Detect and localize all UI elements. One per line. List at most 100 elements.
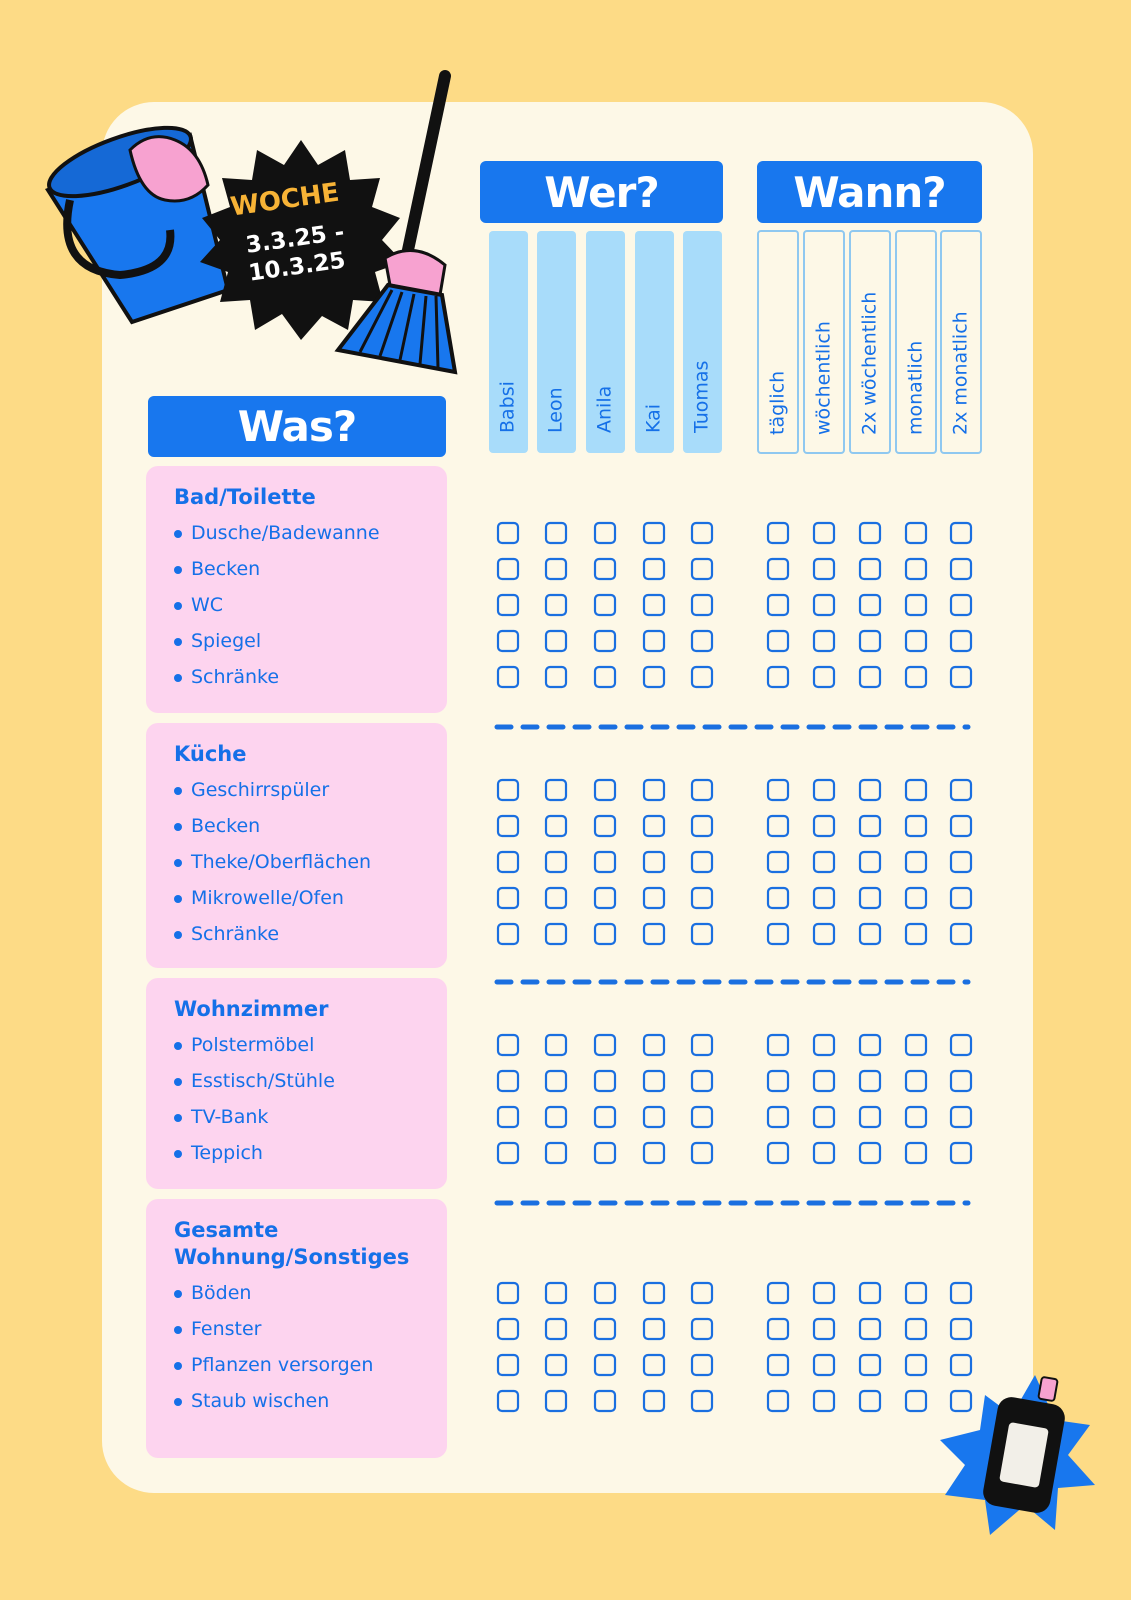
checkbox <box>593 1353 617 1377</box>
checkbox <box>690 1389 714 1413</box>
checkbox <box>904 1105 928 1129</box>
checkbox <box>812 629 836 653</box>
task: Schränke <box>174 665 279 689</box>
checkbox <box>812 886 836 910</box>
checkbox <box>690 665 714 689</box>
checkbox <box>642 665 666 689</box>
checkbox <box>496 629 520 653</box>
checkbox <box>642 1141 666 1165</box>
checkbox <box>858 1033 882 1057</box>
checkbox <box>593 850 617 874</box>
person-name: Anila <box>594 386 616 433</box>
checkbox <box>858 1353 882 1377</box>
checkbox <box>949 1105 973 1129</box>
checkbox <box>642 850 666 874</box>
frequency-name: 2x wöchentlich <box>859 292 881 435</box>
checkbox <box>544 1317 568 1341</box>
checkbox <box>642 629 666 653</box>
checkbox <box>949 850 973 874</box>
checkbox <box>812 557 836 581</box>
checkbox <box>904 1281 928 1305</box>
checkbox <box>496 1033 520 1057</box>
checkbox <box>690 850 714 874</box>
checkbox <box>642 557 666 581</box>
checkbox <box>496 521 520 545</box>
section: Bad/Toilette Dusche/Badewanne Becken WC Spie… <box>146 466 447 713</box>
person-name: Tuomas <box>691 361 713 434</box>
bottle <box>940 1375 1095 1535</box>
checkbox <box>812 1105 836 1129</box>
checkbox <box>766 665 790 689</box>
checkbox <box>812 665 836 689</box>
task: Spiegel <box>174 629 261 653</box>
checkbox <box>766 1317 790 1341</box>
checkbox <box>949 521 973 545</box>
task: Teppich <box>174 1141 263 1165</box>
checkbox <box>690 1281 714 1305</box>
checkbox <box>544 814 568 838</box>
checkbox <box>544 629 568 653</box>
checkbox <box>642 778 666 802</box>
checkbox <box>593 1033 617 1057</box>
checkbox <box>544 593 568 617</box>
checkbox <box>642 886 666 910</box>
checkbox <box>812 1281 836 1305</box>
checkbox <box>949 557 973 581</box>
task: Becken <box>174 557 260 581</box>
checkbox <box>593 1281 617 1305</box>
checkbox <box>690 1105 714 1129</box>
checkbox <box>544 1033 568 1057</box>
checkbox <box>904 814 928 838</box>
checkbox <box>904 629 928 653</box>
checkbox <box>858 922 882 946</box>
task: Geschirrspüler <box>174 778 329 802</box>
task: Staub wischen <box>174 1389 329 1413</box>
checkbox <box>949 665 973 689</box>
checkbox <box>858 1317 882 1341</box>
checkbox <box>858 1105 882 1129</box>
checkbox <box>858 1281 882 1305</box>
checkbox <box>949 814 973 838</box>
task: WC <box>174 593 223 617</box>
checkbox <box>593 1389 617 1413</box>
person-name: Leon <box>545 387 567 433</box>
checkbox <box>812 1033 836 1057</box>
checkbox <box>858 850 882 874</box>
task: Dusche/Badewanne <box>174 521 380 545</box>
checkbox <box>858 521 882 545</box>
checkbox <box>544 557 568 581</box>
checkbox <box>544 922 568 946</box>
checkbox <box>496 557 520 581</box>
heading-was: Was? <box>148 396 446 457</box>
task: Becken <box>174 814 260 838</box>
checkbox <box>690 1353 714 1377</box>
checkbox <box>904 1389 928 1413</box>
checkbox <box>812 1317 836 1341</box>
person-column <box>635 231 674 453</box>
checkbox <box>904 1353 928 1377</box>
checkbox <box>642 814 666 838</box>
task: Polstermöbel <box>174 1033 314 1057</box>
checkbox <box>949 629 973 653</box>
checkbox <box>593 814 617 838</box>
checkbox <box>496 593 520 617</box>
checkbox <box>812 1069 836 1093</box>
checkbox <box>766 593 790 617</box>
checkbox <box>593 922 617 946</box>
checkbox <box>593 1069 617 1093</box>
checkbox <box>858 665 882 689</box>
checkbox <box>949 593 973 617</box>
checkbox <box>858 1069 882 1093</box>
checkbox <box>858 1389 882 1413</box>
frequency-column <box>895 230 937 454</box>
task: Fenster <box>174 1317 261 1341</box>
checkbox <box>496 886 520 910</box>
checkbox <box>858 886 882 910</box>
checkbox <box>858 593 882 617</box>
task: TV-Bank <box>174 1105 268 1129</box>
checkbox <box>544 1389 568 1413</box>
checkbox <box>690 1317 714 1341</box>
frequency-name: wöchentlich <box>813 321 835 435</box>
